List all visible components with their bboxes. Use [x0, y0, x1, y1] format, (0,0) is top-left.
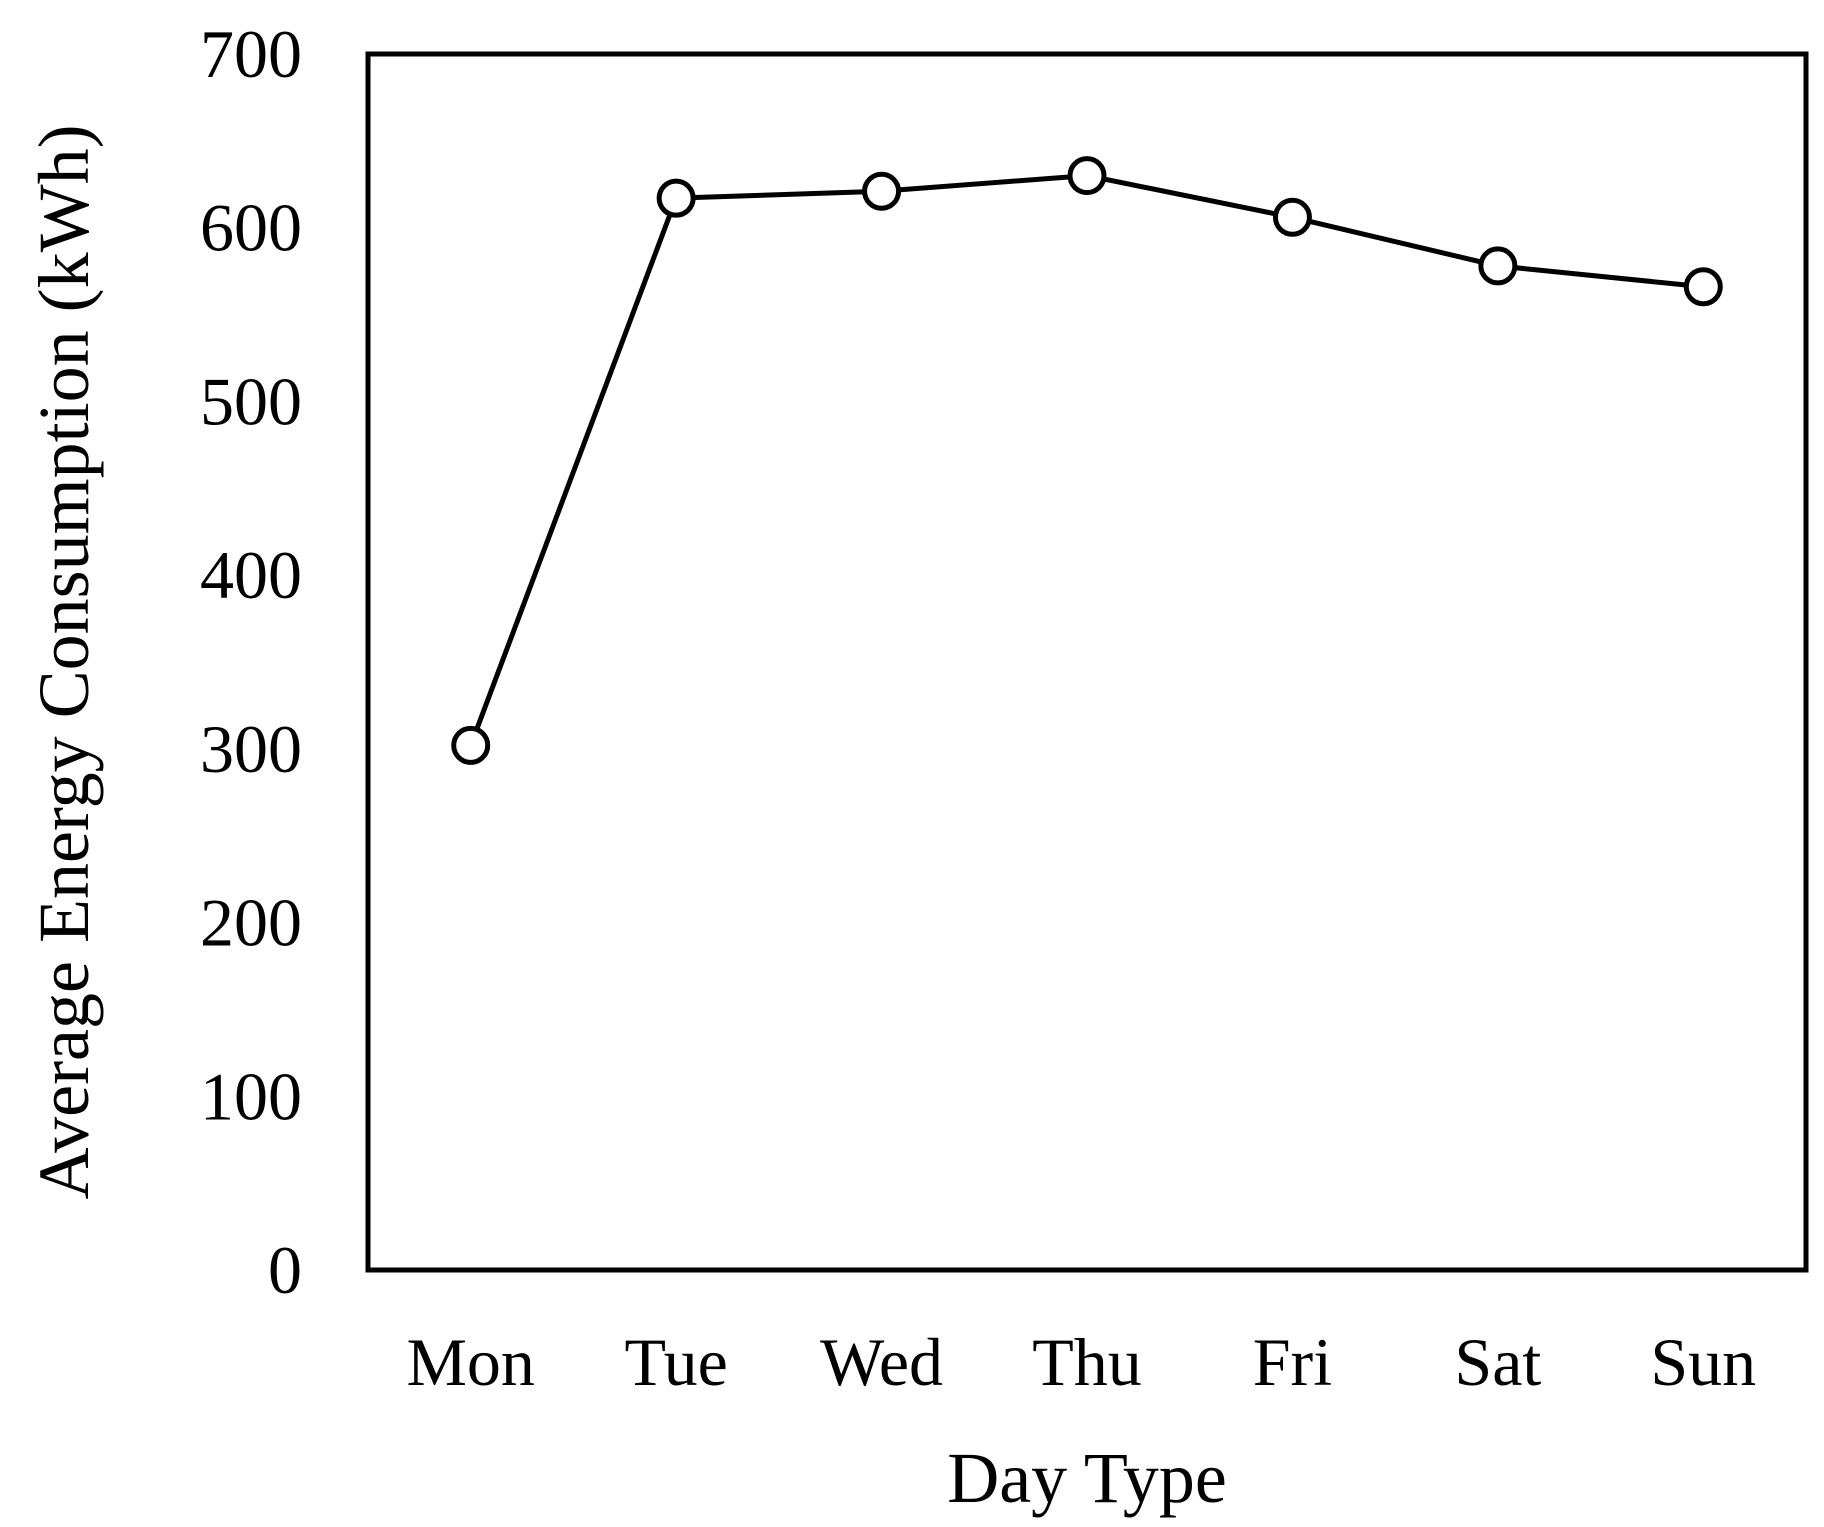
x-tick-label: Sun [1650, 1324, 1756, 1400]
y-tick-label: 0 [268, 1232, 302, 1308]
y-tick-label: 300 [200, 711, 302, 787]
y-tick-label: 700 [200, 16, 302, 92]
data-point-marker [1478, 246, 1518, 286]
series-markers [451, 156, 1723, 765]
x-tick-label: Mon [406, 1324, 534, 1400]
x-axis-title: Day Type [947, 1438, 1227, 1518]
series-line [468, 173, 1704, 747]
data-point-marker [1272, 197, 1312, 237]
x-tick-label: Wed [820, 1324, 943, 1400]
y-tick-labels: 0 100 200 300 400 500 600 700 [200, 16, 302, 1308]
data-point-marker [862, 171, 902, 211]
x-tick-label: Sat [1454, 1324, 1541, 1400]
y-tick-label: 400 [200, 537, 302, 613]
y-tick-label: 600 [200, 190, 302, 266]
y-axis-title: Average Energy Consumption (kWh) [24, 124, 104, 1199]
data-point-marker [1683, 267, 1723, 307]
y-tick-label: 200 [200, 885, 302, 961]
y-tick-label: 500 [200, 363, 302, 439]
x-tick-label: Tue [624, 1324, 727, 1400]
x-tick-labels: Mon Tue Wed Thu Fri Sat Sun [406, 1324, 1756, 1400]
x-tick-label: Fri [1253, 1324, 1332, 1400]
x-tick-label: Thu [1032, 1324, 1142, 1400]
y-tick-label: 100 [200, 1058, 302, 1134]
series-lines [468, 173, 1704, 747]
data-point-marker [451, 725, 491, 765]
plot-frame [365, 51, 1809, 1273]
data-point-marker [656, 178, 696, 218]
data-point-marker [1067, 156, 1107, 196]
